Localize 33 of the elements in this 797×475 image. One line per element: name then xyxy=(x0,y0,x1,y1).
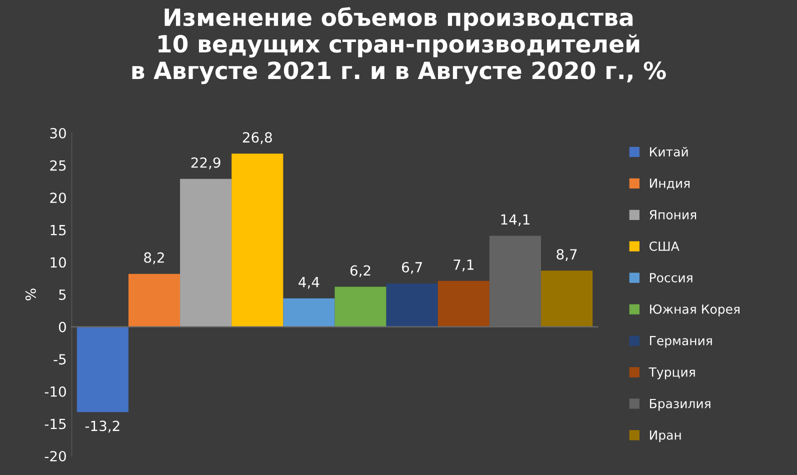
data-label: 8,2 xyxy=(144,252,164,264)
data-label: -13,2 xyxy=(85,420,120,433)
legend-label: Иран xyxy=(650,430,681,442)
y-tick-label: -5 xyxy=(54,354,66,365)
data-label: 7,1 xyxy=(454,260,474,272)
y-tick-label: -15 xyxy=(44,418,66,430)
y-tick-label: -20 xyxy=(44,450,66,462)
y-tick-label: 0 xyxy=(58,322,66,332)
data-label: 26,8 xyxy=(242,132,272,144)
data-label: 6,2 xyxy=(350,265,370,278)
y-tick-label: 20 xyxy=(50,192,66,204)
y-tick-label: -10 xyxy=(44,386,66,397)
data-label: 22,9 xyxy=(191,157,220,170)
chart-title: Изменение объемов производства 10 ведущих стран-производителей в Августе 2021 г. и в Августе 2020 г., % xyxy=(132,7,666,84)
legend-label: Германия xyxy=(650,336,712,348)
legend-label: Россия xyxy=(650,273,692,282)
y-tick-label: 15 xyxy=(50,225,66,236)
legend-label: Япония xyxy=(650,210,696,220)
legend-label: США xyxy=(649,241,680,251)
legend-label: Южная Корея xyxy=(650,304,740,316)
legend-label: Китай xyxy=(650,146,688,156)
data-label: 6,7 xyxy=(402,262,422,274)
data-label: 14,1 xyxy=(501,214,530,226)
legend-label: Турция xyxy=(648,368,695,380)
y-tick-label: 5 xyxy=(59,290,66,300)
legend-label: Индия xyxy=(650,178,690,190)
y-tick-label: 30 xyxy=(50,128,66,138)
y-tick-label: 25 xyxy=(50,160,66,171)
y-tick-label: 10 xyxy=(50,257,66,268)
data-label: 4,4 xyxy=(298,277,320,289)
data-label: 8,7 xyxy=(556,249,577,261)
legend-label: Бразилия xyxy=(650,398,710,411)
y-axis-title: % xyxy=(25,288,36,300)
